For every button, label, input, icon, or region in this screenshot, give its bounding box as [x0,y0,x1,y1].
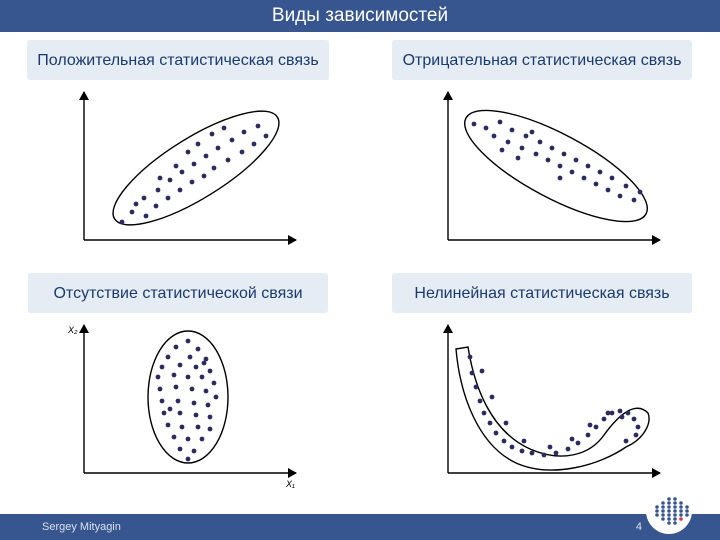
panel-nonlinear-chart [374,313,710,500]
footer-logo [646,488,692,534]
panel-grid: Положительная статистическая связь Отриц… [10,40,710,500]
panel-positive: Положительная статистическая связь [10,40,346,267]
panel-positive-chart [10,80,346,267]
panel-none: Отсутствие статистической связи X₂ X₁ [10,273,346,500]
panel-none-label: Отсутствие статистической связи [28,273,328,313]
panel-negative-label: Отрицательная статистическая связь [392,40,692,80]
panel-none-chart: X₂ X₁ [10,313,346,500]
panel-nonlinear: Нелинейная статистическая связь [374,273,710,500]
footer-author: Sergey Mityagin [42,521,121,533]
footer-bar: Sergey Mityagin 4 [0,514,720,540]
panel-nonlinear-label: Нелинейная статистическая связь [392,273,692,313]
footer-page: 4 [636,521,642,533]
panel-positive-label: Положительная статистическая связь [27,40,328,80]
svg-text:X₁: X₁ [285,479,295,489]
svg-text:X₂: X₂ [67,325,78,335]
panel-negative-chart [374,80,710,267]
panel-negative: Отрицательная статистическая связь [374,40,710,267]
slide-title: Виды зависимостей [0,0,720,32]
